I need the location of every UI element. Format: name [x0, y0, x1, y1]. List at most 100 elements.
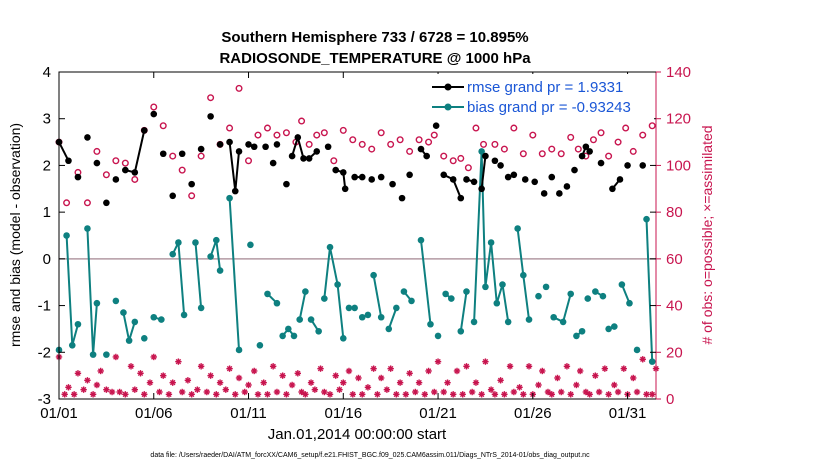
obs-possible-point: [396, 136, 404, 144]
obs-assimilated-point: [539, 367, 546, 375]
obs-assimilated-point: [355, 374, 362, 382]
obs-possible-point: [63, 199, 71, 207]
obs-possible-point: [480, 140, 488, 148]
bias-point: [290, 332, 298, 340]
obs-possible-point: [648, 122, 656, 130]
rmse-point: [440, 171, 448, 179]
obs-possible-point: [245, 157, 253, 165]
obs-assimilated-point: [501, 391, 508, 398]
bias-point: [339, 334, 347, 342]
bias-point: [273, 299, 281, 307]
obs-assimilated-point: [122, 391, 129, 398]
obs-assimilated-point: [245, 381, 252, 389]
obs-possible-point: [500, 145, 508, 153]
obs-assimilated-point: [643, 391, 650, 398]
obs-assimilated-point: [269, 363, 277, 370]
y-tick-label: -1: [38, 298, 51, 315]
legend-bias-label: bias grand pr = -0.93243: [467, 99, 631, 116]
rmse-point: [122, 166, 129, 174]
bias-point: [478, 148, 485, 155]
y-right-tick-label: 80: [666, 204, 683, 221]
bias-point: [131, 318, 139, 326]
rmse-point: [226, 138, 233, 146]
obs-assimilated-point: [340, 379, 347, 386]
y-right-tick-label: 100: [666, 157, 691, 174]
obs-assimilated-point: [326, 391, 334, 398]
obs-assimilated-point: [65, 384, 72, 391]
bias-point: [427, 320, 434, 328]
bias-line-segment: [194, 242, 203, 308]
obs-assimilated-point: [273, 388, 281, 396]
bias-point: [63, 232, 70, 239]
bias-point: [618, 281, 626, 288]
obs-assimilated-point: [146, 379, 154, 386]
rmse-point: [358, 173, 366, 181]
bias-point: [213, 236, 220, 244]
obs-possible-point: [548, 145, 556, 153]
obs-assimilated-point: [194, 386, 201, 393]
rmse-point: [457, 194, 465, 202]
obs-possible-point: [169, 152, 177, 160]
obs-possible-point: [368, 145, 376, 153]
bias-point: [226, 194, 233, 202]
legend: rmse grand pr = 1.9331 bias grand pr = -…: [424, 74, 654, 120]
obs-possible-point: [197, 152, 205, 160]
obs-assimilated-point: [232, 391, 239, 398]
obs-assimilated-point: [393, 391, 400, 398]
obs-assimilated-point: [169, 379, 176, 386]
rmse-point: [398, 194, 406, 202]
legend-box: [424, 74, 654, 120]
bias-point: [345, 304, 353, 312]
x-tick-label: 01/21: [419, 405, 457, 422]
bias-point: [93, 299, 101, 307]
obs-assimilated-point: [463, 363, 470, 370]
obs-possible-point: [178, 166, 186, 174]
bias-point: [307, 316, 315, 323]
obs-assimilated-point: [370, 365, 377, 372]
rmse-point: [197, 145, 205, 153]
obs-possible-point: [574, 145, 582, 153]
bias-point: [542, 283, 550, 291]
obs-possible-point: [472, 124, 480, 132]
obs-assimilated-point: [84, 377, 91, 384]
bias-point: [158, 316, 165, 323]
rmse-point: [273, 141, 281, 148]
obs-assimilated-point: [478, 391, 485, 398]
bias-point: [417, 236, 425, 244]
bias-point: [567, 290, 575, 298]
rmse-point: [521, 176, 529, 183]
rmse-point: [216, 141, 224, 148]
rmse-point: [188, 180, 195, 188]
obs-assimilated-point: [89, 391, 97, 398]
chart-title: Southern Hemisphere 733 / 6728 = 10.895%: [221, 29, 528, 46]
obs-assimilated-point: [203, 388, 211, 396]
legend-rmse-marker: [444, 83, 452, 91]
bias-point: [520, 271, 527, 279]
obs-possible-point: [415, 136, 423, 144]
obs-possible-point: [93, 147, 101, 155]
obs-assimilated-point: [558, 388, 565, 396]
bias-point: [207, 253, 214, 260]
obs-assimilated-point: [80, 386, 87, 393]
obs-possible-point: [538, 150, 546, 158]
obs-possible-point: [622, 124, 630, 132]
obs-possible-point: [425, 138, 433, 146]
obs-assimilated-point: [491, 391, 499, 398]
bias-point: [442, 290, 449, 298]
rmse-point: [463, 176, 470, 183]
obs-possible-point: [83, 199, 91, 207]
rmse-point: [103, 199, 110, 207]
obs-assimilated-point: [544, 388, 552, 396]
rmse-point: [449, 176, 457, 183]
bias-point: [434, 332, 442, 340]
obs-possible-point: [235, 84, 243, 92]
bias-point: [68, 341, 76, 349]
obs-possible-point: [226, 124, 234, 132]
obs-assimilated-point: [573, 381, 580, 389]
obs-assimilated-point: [321, 388, 328, 396]
obs-assimilated-point: [639, 356, 646, 363]
obs-assimilated-point: [156, 388, 163, 396]
obs-assimilated-point: [586, 391, 593, 398]
obs-assimilated-point: [317, 365, 324, 372]
obs-assimilated-point: [453, 367, 461, 375]
